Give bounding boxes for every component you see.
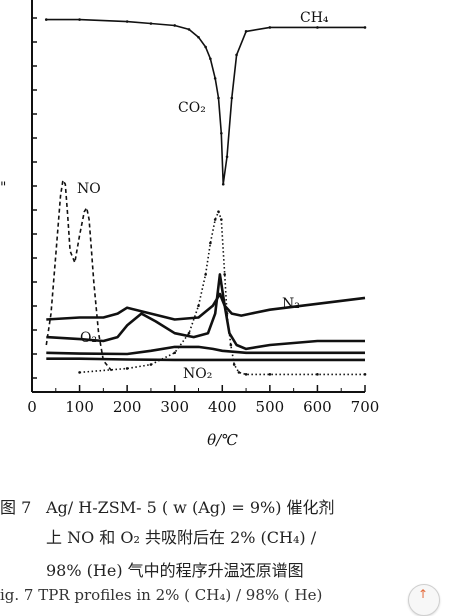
- series-o2-line: [46, 273, 365, 351]
- series-ch4-point: [213, 77, 217, 80]
- series-ch4-point: [268, 26, 272, 29]
- series-ch4-point: [44, 18, 48, 21]
- x-tick-label: 500: [256, 398, 285, 416]
- series-ch4-point: [125, 20, 129, 23]
- series-co2-point: [232, 363, 236, 366]
- series-ch4-line: [46, 18, 365, 185]
- series-label-n2: N₂: [282, 296, 300, 312]
- chart-axes: 0 100 200 300 400 500 600 700 θ/℃: [27, 0, 379, 449]
- series-co2-point: [209, 241, 212, 245]
- series-ch4-point: [225, 155, 229, 159]
- x-tick-label: 700: [351, 398, 380, 416]
- series-ch4-point: [78, 18, 81, 21]
- series-co2-point: [268, 373, 272, 376]
- series-co2-point: [125, 367, 129, 370]
- series-label-o2: O₂: [80, 330, 97, 346]
- series-co2-point: [363, 373, 367, 376]
- series-label-co2: CO₂: [178, 100, 206, 116]
- series-ch4-point: [244, 30, 248, 33]
- x-tick-label: 0: [27, 398, 37, 416]
- series-ch4-point: [149, 22, 153, 25]
- series-co2-point: [78, 371, 81, 374]
- chart: 0 100 200 300 400 500 600 700 θ/℃ CH₄ CO₂ NO N₂ O₂ NO…: [27, 0, 379, 449]
- series-co2-point: [316, 373, 319, 376]
- caption-line-2: 上 NO 和 O₂ 共吸附后在 2% (CH₄) /: [46, 528, 317, 547]
- series-co2-point: [244, 373, 248, 376]
- series-ch4-point: [173, 24, 177, 27]
- series-co2-point: [217, 210, 220, 213]
- series-labels: CH₄ CO₂ NO N₂ O₂ NO₂: [77, 10, 329, 382]
- scroll-top-button[interactable]: ↑: [408, 584, 440, 616]
- series-co2-point: [187, 331, 191, 335]
- y-axis-label: ": [0, 180, 7, 196]
- series-no2-line: [46, 357, 365, 362]
- caption-line-4: ig. 7 TPR profiles in 2% ( CH₄) / 98% ( …: [0, 586, 323, 604]
- series-ch4-point: [221, 182, 225, 186]
- series-ch4-point: [220, 131, 223, 135]
- series-ch4-point: [197, 35, 200, 39]
- series-ch4-point: [363, 26, 367, 29]
- series-ch4-point: [187, 28, 191, 31]
- series-co2-point: [229, 343, 233, 347]
- series-layer: [44, 18, 367, 376]
- x-tick-label: 400: [208, 398, 237, 416]
- series-co2-point: [237, 371, 241, 374]
- series-baseline-6-line: [46, 345, 365, 356]
- series-co2-point: [223, 273, 226, 276]
- x-tick-label: 200: [113, 398, 142, 416]
- series-co2-point: [213, 218, 217, 221]
- x-tick-label: 100: [65, 398, 94, 416]
- series-label-no2: NO₂: [183, 366, 212, 382]
- series-ch4-point: [217, 96, 220, 100]
- series-n2-line: [46, 292, 366, 321]
- x-tick-label: 300: [160, 398, 189, 416]
- series-label-ch4: CH₄: [300, 10, 329, 26]
- series-co2-point: [204, 273, 207, 276]
- x-tick-label: 600: [303, 398, 332, 416]
- series-ch4-point: [209, 57, 212, 61]
- series-co2-point: [173, 351, 177, 355]
- series-ch4-point: [316, 26, 319, 29]
- caption-line-3: 98% (He) 气中的程序升温还原谱图: [46, 561, 304, 580]
- arrow-up-icon: ↑: [418, 587, 429, 601]
- series-co2-point: [149, 363, 153, 366]
- series-co2-point: [220, 218, 223, 221]
- series-co2-point: [197, 304, 200, 308]
- series-ch4-point: [204, 45, 207, 49]
- caption-figure-number: 图 7: [0, 498, 32, 517]
- series-ch4-point: [235, 53, 238, 57]
- x-axis-title: θ/℃: [207, 431, 238, 449]
- series-label-no: NO: [77, 181, 101, 197]
- caption-line-1: Ag/ H-ZSM- 5 ( w (Ag) = 9%) 催化剂: [46, 498, 335, 517]
- series-ch4-point: [230, 96, 234, 100]
